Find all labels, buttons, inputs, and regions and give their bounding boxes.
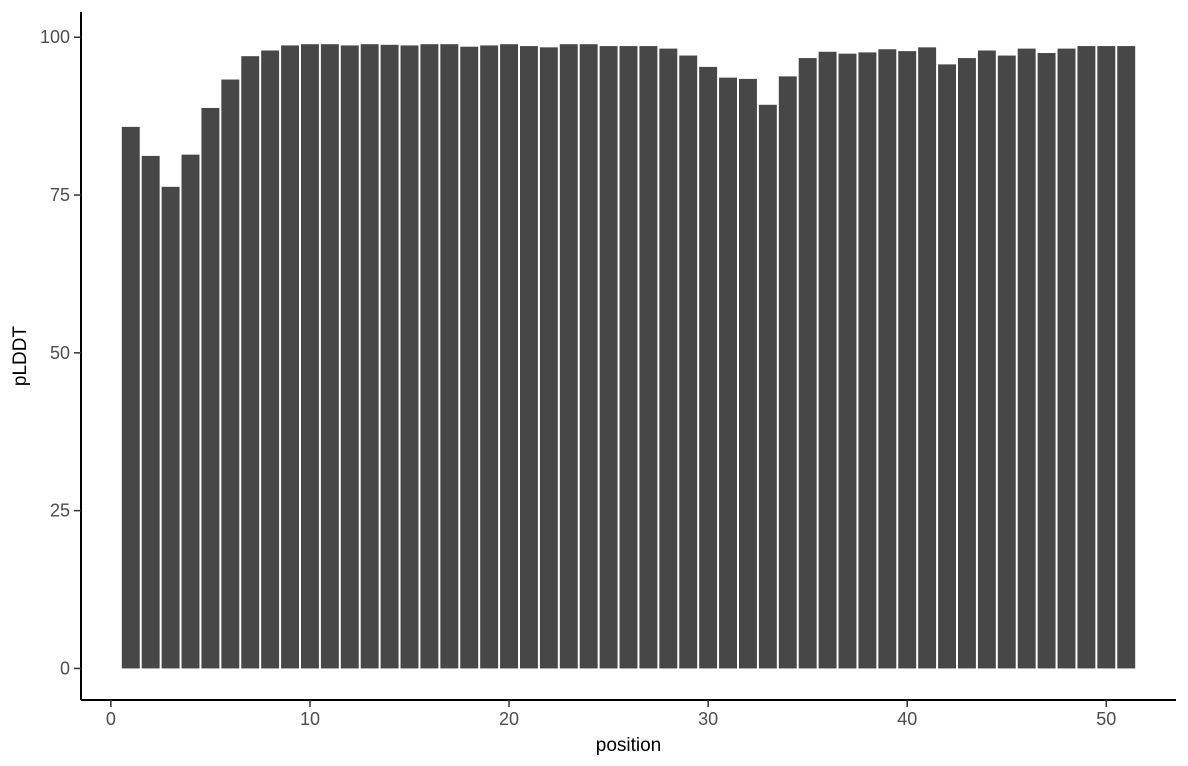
- bar-position-43: [957, 58, 976, 669]
- bar-position-11: [320, 44, 339, 669]
- x-tick-label: 50: [1096, 709, 1116, 729]
- bar-position-39: [878, 49, 897, 669]
- bar-position-5: [201, 107, 220, 669]
- bar-position-45: [997, 55, 1016, 669]
- bar-position-21: [519, 46, 538, 669]
- bar-position-33: [758, 104, 777, 669]
- bar-position-34: [778, 76, 797, 669]
- bar-position-29: [679, 55, 698, 669]
- bar-position-7: [241, 56, 260, 669]
- bar-position-36: [818, 51, 837, 669]
- bar-position-50: [1097, 46, 1116, 669]
- x-tick-label: 30: [698, 709, 718, 729]
- bars-group: [121, 44, 1136, 669]
- bar-position-28: [659, 48, 678, 669]
- bar-position-14: [380, 44, 399, 669]
- y-axis-ticks: 0 25 50 75 100: [40, 27, 81, 678]
- y-tick-label: 100: [40, 27, 70, 47]
- bar-position-18: [460, 46, 479, 669]
- bar-position-2: [141, 155, 160, 669]
- bar-position-48: [1057, 48, 1076, 669]
- x-axis-title: position: [596, 735, 662, 756]
- x-tick-label: 10: [300, 709, 320, 729]
- bar-position-1: [121, 126, 140, 669]
- x-tick-label: 40: [897, 709, 917, 729]
- bar-position-32: [738, 78, 757, 669]
- x-tick-label: 0: [106, 709, 116, 729]
- bar-position-20: [500, 44, 519, 669]
- bar-position-46: [1017, 48, 1036, 669]
- bar-position-30: [699, 66, 718, 669]
- bar-position-25: [599, 46, 618, 669]
- bar-position-22: [539, 47, 558, 669]
- bar-position-16: [420, 44, 439, 669]
- bar-position-51: [1117, 46, 1136, 669]
- bar-position-47: [1037, 53, 1056, 669]
- bar-position-35: [798, 58, 817, 669]
- bar-position-3: [161, 186, 180, 669]
- bar-position-24: [579, 44, 598, 669]
- y-tick-label: 50: [50, 343, 70, 363]
- bar-position-9: [281, 45, 300, 669]
- bar-position-13: [360, 44, 379, 669]
- bar-position-41: [918, 47, 937, 669]
- bar-position-40: [898, 51, 917, 669]
- x-axis-ticks: 0 10 20 30 40 50: [106, 700, 1116, 729]
- x-tick-label: 20: [499, 709, 519, 729]
- bar-position-23: [559, 44, 578, 669]
- bar-position-31: [719, 77, 738, 669]
- bar-position-15: [400, 45, 419, 669]
- bar-position-42: [938, 64, 957, 669]
- bar-position-49: [1077, 46, 1096, 669]
- bar-position-38: [858, 52, 877, 669]
- bar-position-10: [300, 44, 319, 669]
- bar-position-17: [440, 44, 459, 669]
- y-tick-label: 0: [60, 658, 70, 678]
- bar-position-44: [977, 50, 996, 669]
- y-axis-title: pLDDT: [10, 326, 31, 387]
- y-tick-label: 25: [50, 501, 70, 521]
- bar-position-4: [181, 154, 200, 669]
- bar-position-37: [838, 53, 857, 669]
- bar-position-12: [340, 45, 359, 669]
- bar-position-6: [221, 79, 240, 669]
- bar-position-27: [639, 46, 658, 669]
- bar-position-19: [480, 45, 499, 669]
- bar-position-26: [619, 46, 638, 669]
- y-tick-label: 75: [50, 185, 70, 205]
- bar-position-8: [261, 50, 280, 669]
